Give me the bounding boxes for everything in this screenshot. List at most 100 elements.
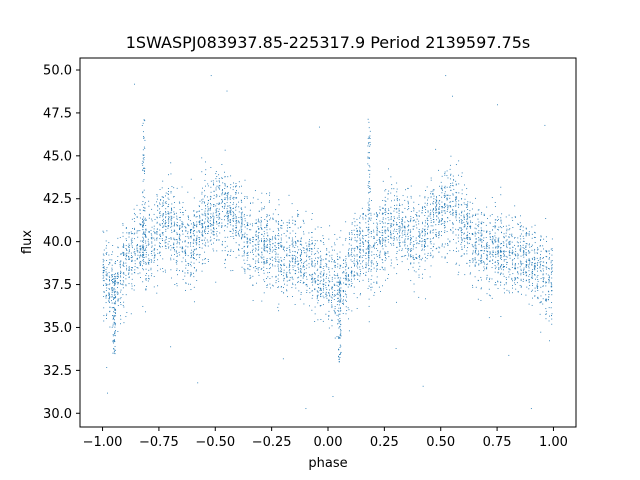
data-point <box>103 270 105 272</box>
data-point <box>362 249 364 251</box>
data-point <box>281 246 283 248</box>
data-point <box>343 259 345 261</box>
data-point <box>384 279 386 281</box>
data-point <box>170 269 172 271</box>
data-point <box>371 246 373 248</box>
data-point <box>229 198 231 200</box>
data-point <box>370 230 372 232</box>
data-point <box>365 274 367 276</box>
data-point <box>360 245 362 247</box>
data-point <box>537 260 539 261</box>
data-point <box>153 252 155 254</box>
data-point <box>354 225 356 227</box>
data-point <box>422 240 424 242</box>
data-point <box>382 269 384 271</box>
data-point <box>489 233 491 235</box>
data-point <box>142 233 144 234</box>
data-point <box>452 212 454 214</box>
data-point <box>257 253 259 255</box>
data-point <box>320 266 322 268</box>
data-point <box>325 282 327 284</box>
data-point <box>446 217 448 219</box>
data-point <box>339 279 341 281</box>
data-point <box>176 187 178 189</box>
data-point <box>227 197 229 199</box>
data-point <box>133 233 135 235</box>
data-point <box>150 261 152 263</box>
data-point <box>343 303 344 305</box>
data-point <box>195 237 197 239</box>
data-point <box>463 233 465 235</box>
data-point <box>421 210 423 211</box>
data-point <box>382 226 384 228</box>
data-point <box>438 207 440 209</box>
data-point <box>360 273 361 275</box>
data-point <box>235 192 237 194</box>
data-point <box>167 211 169 213</box>
data-point <box>263 258 265 260</box>
data-point <box>396 195 398 197</box>
data-point <box>368 285 370 287</box>
data-point <box>407 202 409 204</box>
data-point <box>303 275 305 277</box>
data-point <box>128 243 130 245</box>
data-point <box>244 218 246 220</box>
data-point <box>416 214 417 216</box>
data-point <box>497 241 499 243</box>
data-point <box>170 162 172 164</box>
data-point <box>297 246 299 248</box>
data-point <box>258 254 260 256</box>
data-point <box>351 261 353 263</box>
data-point <box>432 190 434 192</box>
data-point <box>489 239 491 240</box>
data-point <box>396 207 398 209</box>
data-point <box>435 235 437 237</box>
data-point <box>120 273 121 275</box>
data-point <box>455 201 457 203</box>
data-point <box>347 254 349 256</box>
data-point <box>492 229 493 231</box>
data-point <box>275 259 277 260</box>
data-point <box>111 274 113 276</box>
data-point <box>267 235 269 237</box>
data-point <box>407 232 409 234</box>
data-point <box>145 263 147 265</box>
data-point <box>548 250 550 252</box>
data-point <box>370 236 372 238</box>
data-point <box>317 283 318 285</box>
data-point <box>421 231 423 233</box>
data-point <box>125 245 127 247</box>
data-point <box>395 208 397 210</box>
data-point <box>205 208 207 210</box>
data-point <box>444 226 446 228</box>
data-point <box>111 274 113 276</box>
data-point <box>288 266 290 268</box>
data-point <box>230 175 232 177</box>
data-point <box>165 216 167 218</box>
data-point <box>190 243 192 245</box>
data-point <box>202 262 204 264</box>
data-point <box>240 225 242 227</box>
data-point <box>173 196 174 198</box>
data-point <box>205 205 206 207</box>
data-point <box>390 216 392 218</box>
data-point <box>501 231 502 233</box>
data-point <box>202 226 204 228</box>
data-point <box>471 222 473 223</box>
data-point <box>218 180 220 182</box>
data-point <box>537 286 539 287</box>
data-point <box>140 223 142 225</box>
data-point <box>407 206 409 207</box>
data-point <box>205 227 206 229</box>
data-point <box>441 219 443 221</box>
data-point <box>309 305 310 307</box>
data-point <box>376 215 377 217</box>
data-point <box>396 204 398 206</box>
data-point <box>377 227 378 229</box>
data-point <box>472 253 473 255</box>
data-point <box>292 243 294 245</box>
data-point <box>344 283 346 285</box>
data-point <box>333 309 335 311</box>
data-point <box>529 243 530 245</box>
data-point <box>438 212 440 214</box>
